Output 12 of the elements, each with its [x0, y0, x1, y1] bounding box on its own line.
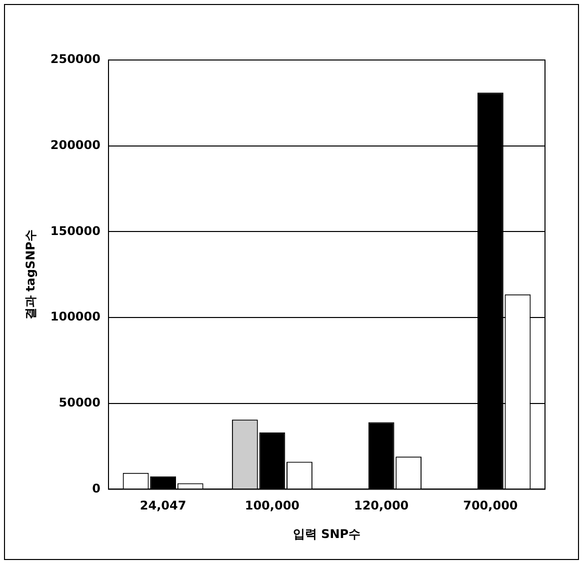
x-tick-label: 24,047	[140, 498, 186, 513]
y-tick-label: 250000	[50, 52, 100, 66]
y-axis-title: 결과 tagSNP수	[23, 230, 38, 320]
y-tick-label: 50000	[58, 395, 100, 410]
x-tick-label: 700,000	[463, 498, 518, 513]
y-tick-label: 0	[92, 481, 100, 496]
x-tick-label: 120,000	[354, 498, 409, 513]
y-tick-label: 150000	[50, 224, 100, 238]
x-axis-title: 입력 SNP수	[292, 526, 361, 541]
y-tick-label: 200000	[50, 138, 100, 152]
y-tick-label: 100000	[50, 310, 100, 324]
x-tick-label: 100,000	[244, 498, 300, 513]
